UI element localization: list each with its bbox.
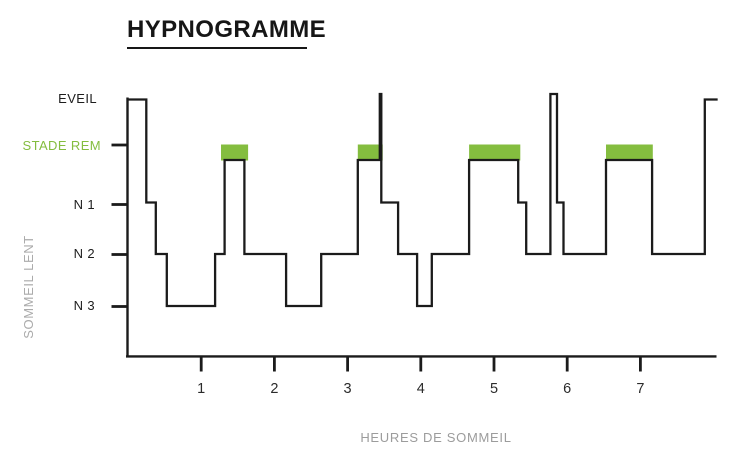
title-underline	[127, 46, 307, 50]
y-axis-label-stade-rem: STADE REM	[22, 138, 101, 153]
y-axis-label-eveil: EVEIL	[58, 91, 97, 106]
y-axis-label-n3: N 3	[73, 298, 95, 313]
x-tick-label: 7	[636, 381, 644, 397]
x-tick-label: 4	[417, 381, 425, 397]
x-tick-label: 5	[490, 381, 498, 397]
sleep-stage-step-line	[126, 92, 718, 308]
y-axis-label-n2: N 2	[73, 246, 95, 261]
x-tick-label: 3	[344, 381, 352, 397]
y-axis-label-n1: N 1	[73, 197, 95, 212]
x-tick-label: 1	[197, 381, 205, 397]
x-tick-label: 2	[270, 381, 278, 397]
rem-period-highlight	[221, 144, 249, 161]
page-title: HYPNOGRAMME	[127, 16, 327, 43]
rem-period-highlight	[469, 144, 521, 161]
x-tick-label: 6	[563, 381, 571, 397]
x-axis-label: HEURES DE SOMMEIL	[360, 430, 512, 445]
rem-period-highlight	[357, 144, 383, 161]
rem-period-highlight	[606, 144, 653, 161]
